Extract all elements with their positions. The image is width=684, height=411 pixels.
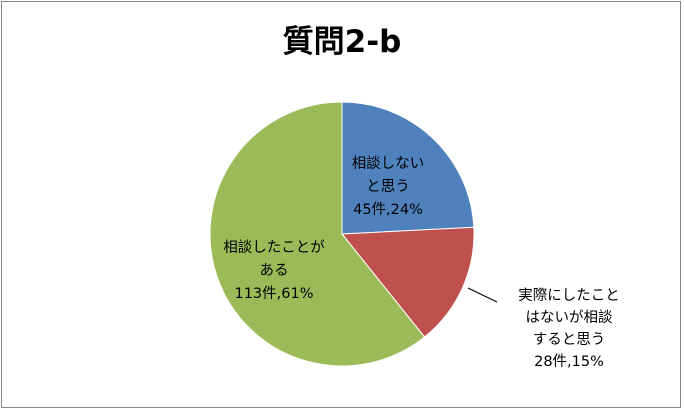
slice-name-label: はないが相談 <box>526 309 613 326</box>
slice-label: 相談しないと思う 45件,24% <box>352 155 425 218</box>
slice-name-label: と思う <box>366 179 410 195</box>
slice-soudan-suru-to-omou <box>340 226 475 338</box>
slice-name-label: 相談したことが <box>223 239 325 256</box>
slice-name-label: 実際にしたこと <box>518 287 620 304</box>
slice-name-label: すると思う <box>533 331 606 348</box>
slice-soudan-shinai <box>341 101 475 235</box>
slice-value-label: 113件,61% <box>234 285 313 302</box>
slice-soudan-shita-koto-ga-aru <box>209 101 426 367</box>
slice-name-label: 相談しない <box>352 155 425 172</box>
slice-label: 相談したことがある 113件,61% <box>223 239 325 302</box>
slice-name-label: ある <box>260 262 289 279</box>
pie-slices <box>209 101 475 367</box>
slice-value-label: 28件,15% <box>534 353 604 370</box>
leader-line <box>467 287 498 303</box>
chart-title: 質問2-b <box>283 24 402 60</box>
slice-value-label: 45件,24% <box>353 201 423 218</box>
slice-labels: 相談しないと思う 45件,24% 実際にしたことはないが相談すると思う 28件,15%… <box>223 155 620 370</box>
slice-label: 実際にしたことはないが相談すると思う 28件,15% <box>518 287 620 370</box>
